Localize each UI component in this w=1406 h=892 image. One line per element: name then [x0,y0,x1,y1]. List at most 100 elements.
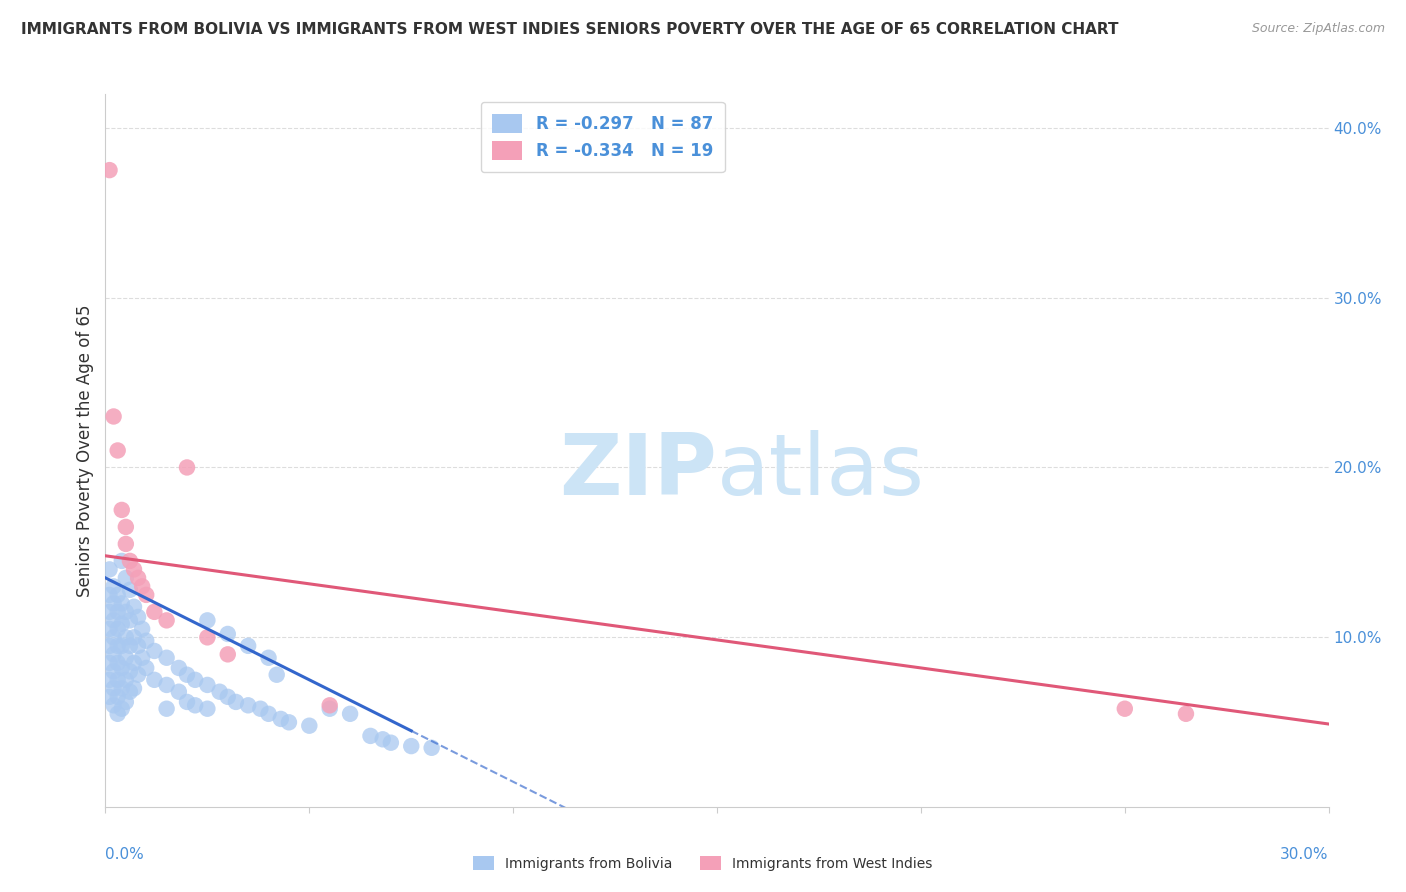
Point [98,690,121,704]
Point [111,702,134,716]
Point [111,639,134,653]
Point [122,562,145,576]
Point [1175,706,1198,721]
Point [111,554,134,568]
Point [127,639,149,653]
Point [111,681,134,696]
Point [98,656,121,670]
Point [197,631,219,645]
Text: IMMIGRANTS FROM BOLIVIA VS IMMIGRANTS FROM WEST INDIES SENIORS POVERTY OVER THE : IMMIGRANTS FROM BOLIVIA VS IMMIGRANTS FR… [21,22,1119,37]
Point [98,163,121,178]
Point [270,712,292,726]
Point [103,631,125,645]
Point [122,681,145,696]
Point [420,740,443,755]
Text: atlas: atlas [717,430,925,514]
Point [107,588,129,602]
Point [103,665,125,679]
Point [115,673,138,687]
Text: ZIP: ZIP [560,430,717,514]
Point [278,715,301,730]
Point [103,579,125,593]
Point [111,503,134,517]
Point [107,622,129,636]
Point [103,698,125,713]
Point [143,644,166,658]
Point [115,650,138,665]
Point [98,605,121,619]
Point [115,695,138,709]
Point [98,639,121,653]
Point [107,656,129,670]
Point [176,695,198,709]
Point [103,409,125,424]
Point [156,678,179,692]
Point [111,661,134,675]
Point [380,736,402,750]
Point [131,650,153,665]
Point [115,537,138,551]
Point [249,702,271,716]
Point [131,622,153,636]
Point [236,639,260,653]
Point [371,732,394,747]
Point [118,684,141,698]
Point [122,599,145,614]
Point [156,650,179,665]
Point [98,588,121,602]
Point [131,579,153,593]
Point [107,443,129,458]
Point [98,562,121,576]
Point [176,667,198,681]
Point [127,571,149,585]
Point [115,605,138,619]
Point [184,698,207,713]
Point [115,631,138,645]
Point [156,702,179,716]
Legend: Immigrants from Bolivia, Immigrants from West Indies: Immigrants from Bolivia, Immigrants from… [468,850,938,876]
Point [115,520,138,534]
Point [197,702,219,716]
Point [401,739,423,753]
Point [318,702,342,716]
Point [127,610,149,624]
Point [111,596,134,610]
Point [118,582,141,597]
Point [103,596,125,610]
Point [298,719,321,733]
Point [107,706,129,721]
Point [103,648,125,662]
Point [107,605,129,619]
Point [217,690,239,704]
Point [107,639,129,653]
Y-axis label: Seniors Poverty Over the Age of 65: Seniors Poverty Over the Age of 65 [76,304,94,597]
Point [103,681,125,696]
Point [167,684,190,698]
Point [143,605,166,619]
Point [135,633,157,648]
Point [184,673,207,687]
Point [176,460,198,475]
Point [143,673,166,687]
Point [167,661,190,675]
Point [318,698,342,713]
Point [118,639,141,653]
Point [197,678,219,692]
Point [111,616,134,631]
Point [127,667,149,681]
Point [118,613,141,627]
Legend: R = -0.297   N = 87, R = -0.334   N = 19: R = -0.297 N = 87, R = -0.334 N = 19 [481,102,724,172]
Text: 0.0%: 0.0% [105,847,145,862]
Point [225,695,247,709]
Point [236,698,260,713]
Point [98,622,121,636]
Point [156,613,179,627]
Text: Source: ZipAtlas.com: Source: ZipAtlas.com [1251,22,1385,36]
Point [217,648,239,662]
Text: 30.0%: 30.0% [1281,847,1329,862]
Point [98,673,121,687]
Point [360,729,382,743]
Point [257,650,280,665]
Point [107,690,129,704]
Point [107,673,129,687]
